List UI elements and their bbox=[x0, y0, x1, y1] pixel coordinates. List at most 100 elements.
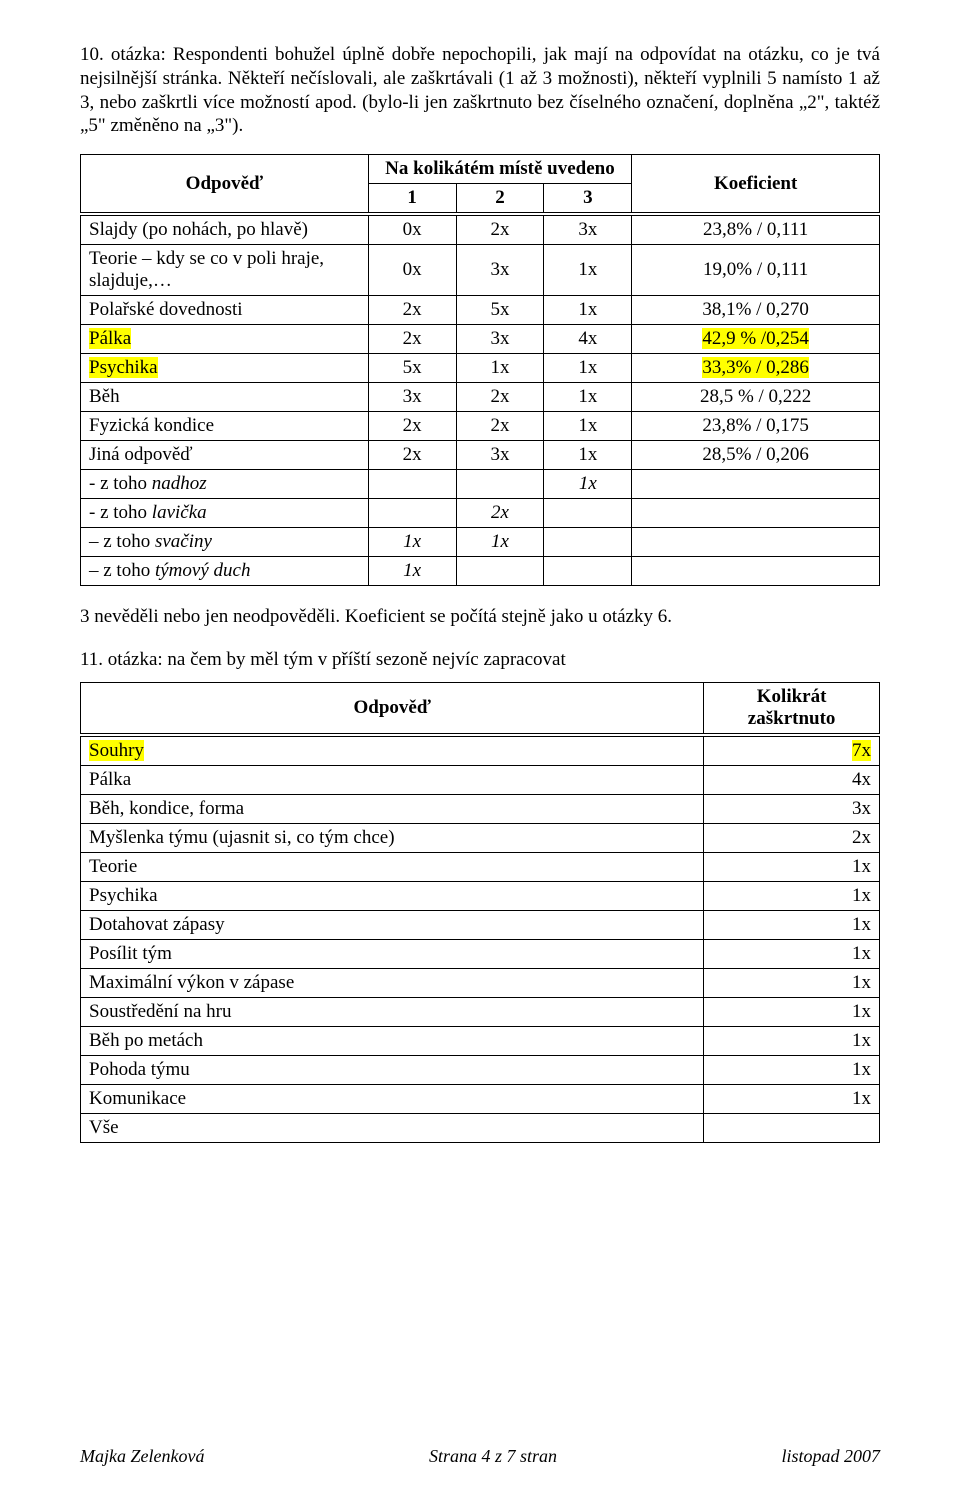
cell-value: 2x bbox=[456, 383, 544, 412]
table-row: Teorie1x bbox=[81, 852, 880, 881]
cell-value: 2x bbox=[368, 441, 456, 470]
table-row: Souhry7x bbox=[81, 735, 880, 766]
cell-value: 2x bbox=[368, 412, 456, 441]
cell-count: 1x bbox=[704, 1084, 880, 1113]
cell-count: 7x bbox=[704, 735, 880, 766]
cell-answer: Teorie – kdy se co v poli hraje, slajduj… bbox=[81, 245, 369, 296]
table-row: Pálka2x3x4x42,9 % /0,254 bbox=[81, 325, 880, 354]
cell-value: 1x bbox=[456, 354, 544, 383]
cell-count: 3x bbox=[704, 794, 880, 823]
cell-coef bbox=[632, 499, 880, 528]
table-row: – z toho týmový duch1x bbox=[81, 557, 880, 586]
th-1: 1 bbox=[368, 184, 456, 215]
cell-value: 2x bbox=[456, 412, 544, 441]
cell-value: 1x bbox=[544, 245, 632, 296]
cell-value: 1x bbox=[544, 296, 632, 325]
footer-left: Majka Zelenková bbox=[80, 1446, 204, 1467]
th-coef: Koeficient bbox=[632, 155, 880, 215]
cell-value bbox=[544, 499, 632, 528]
table-row: Dotahovat zápasy1x bbox=[81, 910, 880, 939]
cell-answer: Myšlenka týmu (ujasnit si, co tým chce) bbox=[81, 823, 704, 852]
cell-value: 3x bbox=[368, 383, 456, 412]
table-row: Soustředění na hru1x bbox=[81, 997, 880, 1026]
cell-value: 2x bbox=[456, 214, 544, 245]
table-row: Běh, kondice, forma3x bbox=[81, 794, 880, 823]
cell-answer: Dotahovat zápasy bbox=[81, 910, 704, 939]
cell-coef: 23,8% / 0,111 bbox=[632, 214, 880, 245]
cell-answer: – z toho svačiny bbox=[81, 528, 369, 557]
cell-count: 4x bbox=[704, 765, 880, 794]
paragraph-q11: 11. otázka: na čem by měl tým v příští s… bbox=[80, 648, 880, 672]
cell-answer: – z toho týmový duch bbox=[81, 557, 369, 586]
cell-count: 1x bbox=[704, 968, 880, 997]
cell-answer: Pálka bbox=[81, 765, 704, 794]
cell-answer: Psychika bbox=[81, 354, 369, 383]
footer-center: Strana 4 z 7 stran bbox=[429, 1446, 557, 1467]
table-q11-body: Souhry7xPálka4xBěh, kondice, forma3xMyšl… bbox=[81, 735, 880, 1143]
cell-count: 1x bbox=[704, 1026, 880, 1055]
cell-answer: Slajdy (po nohách, po hlavě) bbox=[81, 214, 369, 245]
cell-coef: 28,5 % / 0,222 bbox=[632, 383, 880, 412]
table-row: Maximální výkon v zápase1x bbox=[81, 968, 880, 997]
table-q10-head: Odpověď Na kolikátém místě uvedeno Koefi… bbox=[81, 155, 880, 215]
cell-value: 3x bbox=[544, 214, 632, 245]
cell-value: 5x bbox=[368, 354, 456, 383]
footer-right: listopad 2007 bbox=[781, 1446, 880, 1467]
th-count: Kolikrát zaškrtnuto bbox=[704, 682, 880, 735]
th-2: 2 bbox=[456, 184, 544, 215]
paragraph-coef-note: 3 nevěděli nebo jen neodpověděli. Koefic… bbox=[80, 605, 880, 629]
cell-value: 3x bbox=[456, 325, 544, 354]
table-row: Komunikace1x bbox=[81, 1084, 880, 1113]
cell-value: 2x bbox=[456, 499, 544, 528]
th-3: 3 bbox=[544, 184, 632, 215]
cell-value: 1x bbox=[544, 470, 632, 499]
cell-answer: Běh, kondice, forma bbox=[81, 794, 704, 823]
table-row: Teorie – kdy se co v poli hraje, slajduj… bbox=[81, 245, 880, 296]
cell-coef: 19,0% / 0,111 bbox=[632, 245, 880, 296]
table-row: Pohoda týmu1x bbox=[81, 1055, 880, 1084]
cell-value bbox=[368, 499, 456, 528]
cell-answer: - z toho nadhoz bbox=[81, 470, 369, 499]
table-q10: Odpověď Na kolikátém místě uvedeno Koefi… bbox=[80, 154, 880, 586]
cell-value: 3x bbox=[456, 441, 544, 470]
cell-value: 1x bbox=[544, 441, 632, 470]
table-row: Fyzická kondice2x2x1x23,8% / 0,175 bbox=[81, 412, 880, 441]
cell-answer: Maximální výkon v zápase bbox=[81, 968, 704, 997]
cell-coef: 33,3% / 0,286 bbox=[632, 354, 880, 383]
cell-count: 1x bbox=[704, 1055, 880, 1084]
cell-value: 1x bbox=[368, 528, 456, 557]
cell-value: 1x bbox=[456, 528, 544, 557]
table-row: Jiná odpověď2x3x1x28,5% / 0,206 bbox=[81, 441, 880, 470]
cell-value bbox=[544, 557, 632, 586]
cell-count: 2x bbox=[704, 823, 880, 852]
page-footer: Majka Zelenková Strana 4 z 7 stran listo… bbox=[80, 1446, 880, 1467]
table-row: - z toho lavička 2x bbox=[81, 499, 880, 528]
cell-answer: Pohoda týmu bbox=[81, 1055, 704, 1084]
cell-value: 1x bbox=[544, 354, 632, 383]
cell-answer: Vše bbox=[81, 1113, 704, 1142]
cell-value: 4x bbox=[544, 325, 632, 354]
cell-coef bbox=[632, 557, 880, 586]
table-row: Slajdy (po nohách, po hlavě)0x2x3x23,8% … bbox=[81, 214, 880, 245]
paragraph-q10: 10. otázka: Respondenti bohužel úplně do… bbox=[80, 43, 880, 138]
cell-answer: Posílit tým bbox=[81, 939, 704, 968]
cell-value: 5x bbox=[456, 296, 544, 325]
table-row: Myšlenka týmu (ujasnit si, co tým chce)2… bbox=[81, 823, 880, 852]
cell-coef: 23,8% / 0,175 bbox=[632, 412, 880, 441]
page: 10. otázka: Respondenti bohužel úplně do… bbox=[0, 0, 960, 1485]
cell-answer: Běh bbox=[81, 383, 369, 412]
table-row: Běh3x2x1x28,5 % / 0,222 bbox=[81, 383, 880, 412]
cell-count: 1x bbox=[704, 997, 880, 1026]
table-row: Psychika5x1x1x33,3% / 0,286 bbox=[81, 354, 880, 383]
cell-count: 1x bbox=[704, 881, 880, 910]
cell-answer: Jiná odpověď bbox=[81, 441, 369, 470]
cell-answer: Komunikace bbox=[81, 1084, 704, 1113]
cell-answer: - z toho lavička bbox=[81, 499, 369, 528]
cell-value: 1x bbox=[368, 557, 456, 586]
cell-count bbox=[704, 1113, 880, 1142]
cell-coef bbox=[632, 470, 880, 499]
cell-value: 1x bbox=[544, 383, 632, 412]
cell-coef: 38,1% / 0,270 bbox=[632, 296, 880, 325]
table-row: Běh po metách1x bbox=[81, 1026, 880, 1055]
cell-answer: Psychika bbox=[81, 881, 704, 910]
